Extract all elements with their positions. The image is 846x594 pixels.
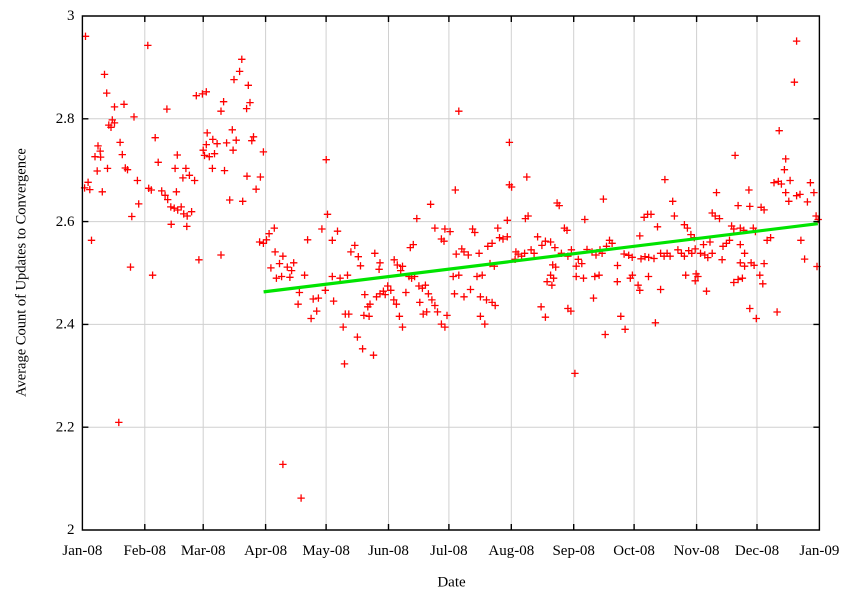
svg-text:Jul-08: Jul-08	[430, 543, 468, 559]
svg-text:2.8: 2.8	[56, 111, 75, 127]
svg-text:May-08: May-08	[302, 543, 350, 559]
svg-text:Nov-08: Nov-08	[674, 543, 720, 559]
svg-text:Jan-08: Jan-08	[62, 543, 102, 559]
svg-text:Date: Date	[437, 575, 466, 591]
svg-text:2.2: 2.2	[56, 419, 75, 435]
svg-text:Feb-08: Feb-08	[124, 543, 167, 559]
svg-text:Apr-08: Apr-08	[244, 543, 287, 559]
svg-text:2.4: 2.4	[56, 317, 75, 333]
svg-text:Aug-08: Aug-08	[488, 543, 534, 559]
svg-text:Oct-08: Oct-08	[613, 543, 655, 559]
svg-text:Sep-08: Sep-08	[552, 543, 595, 559]
svg-text:Average Count of Updates to Co: Average Count of Updates to Convergence	[14, 148, 30, 397]
svg-text:2.6: 2.6	[56, 214, 75, 230]
svg-text:Mar-08: Mar-08	[181, 543, 226, 559]
svg-text:Jun-08: Jun-08	[368, 543, 409, 559]
svg-text:Jan-09: Jan-09	[799, 543, 839, 559]
svg-text:3: 3	[67, 8, 75, 24]
svg-text:2: 2	[67, 522, 75, 538]
svg-text:Dec-08: Dec-08	[735, 543, 779, 559]
